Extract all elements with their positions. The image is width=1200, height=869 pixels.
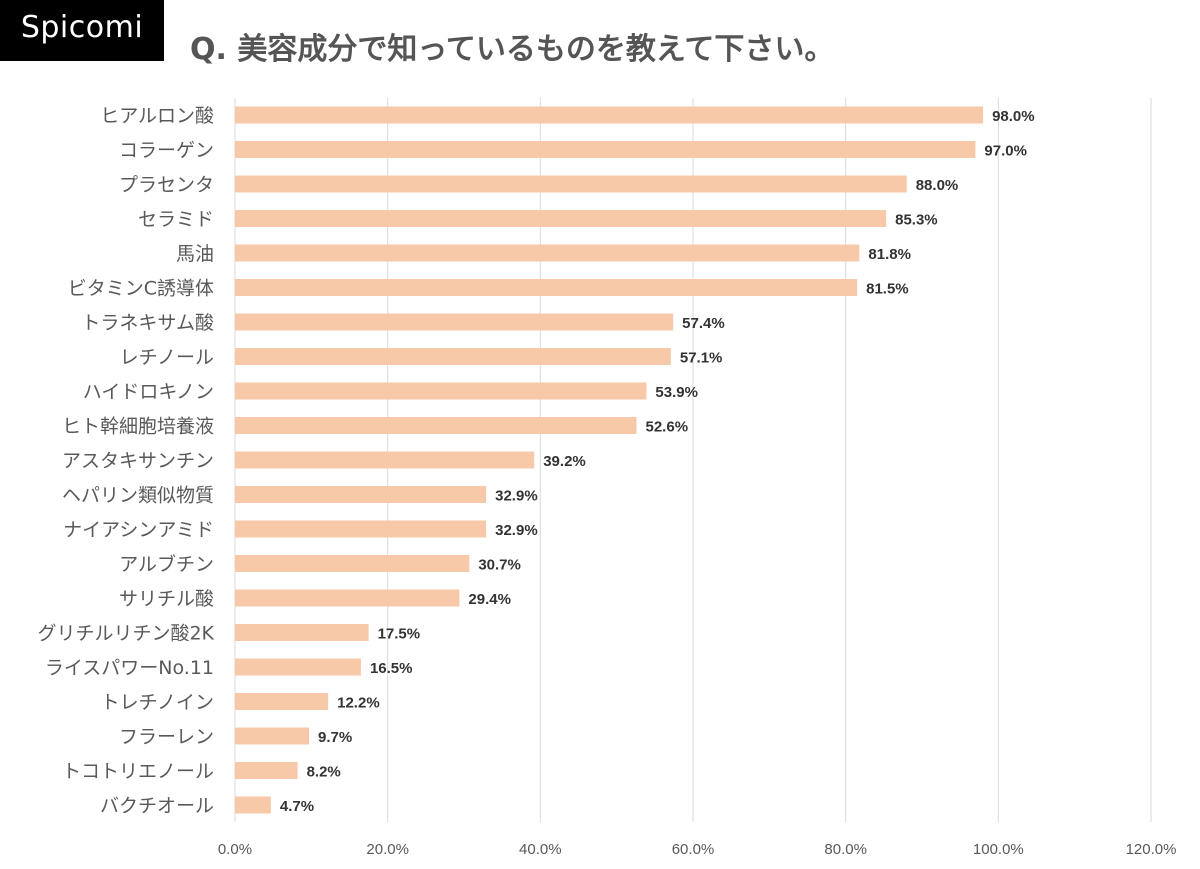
category-label: 馬油 bbox=[176, 243, 214, 265]
category-label: ヒアルロン酸 bbox=[100, 105, 214, 127]
category-label: サリチル酸 bbox=[119, 588, 214, 610]
category-label: ナイアシンアミド bbox=[63, 519, 214, 541]
bar bbox=[235, 313, 674, 331]
category-label: トコトリエノール bbox=[62, 761, 214, 783]
value-label: 53.9% bbox=[655, 384, 698, 401]
bar bbox=[235, 141, 976, 158]
bar bbox=[235, 589, 460, 607]
category-label: ヘパリン類似物質 bbox=[62, 485, 214, 507]
category-label: ヒト幹細胞培養液 bbox=[62, 416, 214, 438]
value-label: 29.4% bbox=[468, 591, 511, 608]
value-label: 8.2% bbox=[307, 764, 341, 781]
bar bbox=[235, 555, 470, 572]
bar bbox=[235, 451, 535, 469]
value-label: 39.2% bbox=[543, 453, 586, 470]
category-label: ビタミンC誘導体 bbox=[68, 278, 214, 300]
x-tick-label: 0.0% bbox=[218, 841, 252, 858]
value-label: 52.6% bbox=[646, 419, 689, 436]
bar bbox=[235, 520, 487, 538]
bar bbox=[235, 624, 369, 641]
category-label: アルブチン bbox=[119, 553, 214, 576]
value-label: 57.1% bbox=[680, 350, 723, 367]
bar bbox=[235, 727, 310, 745]
x-tick-label: 20.0% bbox=[366, 841, 409, 858]
bar bbox=[235, 244, 860, 262]
brand-logo: Spicomi bbox=[0, 0, 164, 61]
category-label: バクチオール bbox=[100, 795, 214, 817]
value-label: 97.0% bbox=[984, 143, 1027, 160]
category-label: レチノール bbox=[120, 347, 214, 369]
bar bbox=[235, 693, 329, 710]
value-label: 32.9% bbox=[495, 488, 538, 505]
category-label: コラーゲン bbox=[119, 140, 214, 162]
value-label: 81.5% bbox=[866, 281, 909, 298]
value-label: 32.9% bbox=[495, 522, 538, 539]
category-label: フラーレン bbox=[119, 726, 214, 748]
x-tick-label: 60.0% bbox=[672, 841, 715, 858]
category-label: プラセンタ bbox=[119, 174, 214, 196]
chart-title: Q. 美容成分で知っているものを教えて下さい。 bbox=[190, 32, 835, 67]
bar bbox=[235, 210, 887, 227]
bar bbox=[235, 106, 984, 124]
value-label: 57.4% bbox=[682, 315, 725, 332]
value-label: 81.8% bbox=[868, 246, 911, 263]
x-tick-label: 80.0% bbox=[824, 841, 867, 858]
bar bbox=[235, 279, 858, 296]
bar bbox=[235, 658, 361, 676]
x-tick-label: 120.0% bbox=[1126, 841, 1177, 858]
bar bbox=[235, 762, 298, 779]
value-label: 88.0% bbox=[916, 177, 959, 194]
value-label: 4.7% bbox=[280, 798, 314, 815]
category-label: グリチルリチン酸2K bbox=[37, 623, 214, 645]
value-label: 16.5% bbox=[370, 660, 413, 677]
category-label: アスタキサンチン bbox=[62, 450, 214, 472]
category-label: セラミド bbox=[138, 209, 214, 231]
category-label: ハイドロキノン bbox=[83, 381, 214, 403]
value-label: 85.3% bbox=[895, 212, 938, 229]
value-label: 30.7% bbox=[478, 557, 521, 574]
bar bbox=[235, 348, 671, 365]
bar bbox=[235, 175, 907, 193]
bar bbox=[235, 382, 647, 400]
value-label: 12.2% bbox=[337, 695, 380, 712]
bar bbox=[235, 486, 487, 503]
bar bbox=[235, 796, 271, 814]
category-label: トラネキサム酸 bbox=[81, 312, 214, 334]
bar bbox=[235, 417, 637, 434]
category-label: トレチノイン bbox=[101, 692, 214, 714]
category-label: ライスパワーNo.11 bbox=[45, 657, 214, 679]
value-label: 17.5% bbox=[378, 626, 421, 643]
value-label: 9.7% bbox=[318, 729, 352, 746]
value-label: 98.0% bbox=[992, 108, 1035, 125]
x-tick-label: 100.0% bbox=[973, 841, 1024, 858]
x-tick-label: 40.0% bbox=[519, 841, 562, 858]
